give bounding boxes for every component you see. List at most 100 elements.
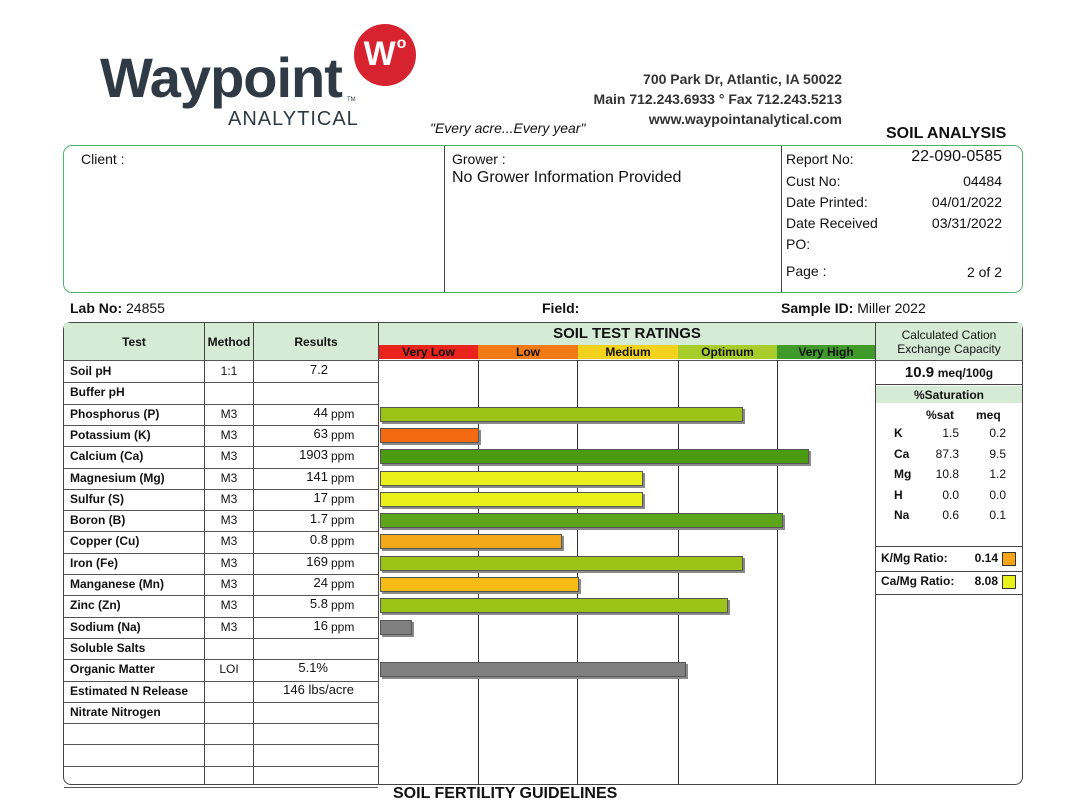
- test-name: Boron (B): [70, 513, 126, 528]
- sample-id-label: Sample ID:: [781, 300, 854, 316]
- test-name: Organic Matter: [70, 662, 155, 677]
- cation-meq: 0.0: [989, 487, 1006, 502]
- test-result: 141: [254, 466, 328, 487]
- result-value: 0.8: [309, 532, 328, 548]
- result-value: 169: [306, 553, 328, 569]
- row-divider: [64, 425, 378, 426]
- date-printed-value: 04/01/2022: [931, 194, 1002, 210]
- result-value: 1.7: [309, 511, 328, 527]
- cation-meq: 1.2: [989, 467, 1006, 481]
- logo-badge-letter: W: [363, 35, 396, 73]
- test-name: Buffer pH: [70, 385, 125, 400]
- date-printed-label: Date Printed:: [786, 194, 868, 210]
- test-result: 24: [254, 572, 328, 593]
- report-title: SOIL ANALYSIS: [886, 125, 1007, 142]
- test-name: Nitrate Nitrogen: [70, 704, 161, 719]
- row-divider: [64, 489, 378, 490]
- cation-ion: Mg: [894, 467, 912, 481]
- test-name: Estimated N Release: [70, 683, 189, 698]
- rating-bar: [380, 470, 643, 486]
- ratio-color-swatch: [1002, 575, 1016, 589]
- result-unit: ppm: [331, 470, 355, 485]
- cust-no-label: Cust No:: [786, 173, 841, 189]
- sat-col-header: %sat: [926, 408, 955, 422]
- cec-value: 10.9: [904, 364, 935, 381]
- grid-line: [478, 360, 479, 785]
- website-line[interactable]: www.waypointanalytical.com: [648, 111, 842, 127]
- test-method: [205, 382, 253, 403]
- row-divider: [64, 468, 378, 469]
- test-result: [254, 380, 328, 401]
- result-value: 141: [306, 468, 328, 484]
- cation-ion: K: [894, 426, 903, 440]
- row-divider: [64, 595, 378, 596]
- cec-title-line2: Exchange Capacity: [897, 341, 1001, 356]
- cation-ion: Na: [894, 508, 910, 522]
- test-method: [205, 744, 253, 765]
- ratio-value: 0.14: [974, 551, 998, 565]
- result-unit: ppm: [331, 534, 355, 549]
- company-address: 700 Park Dr, Atlantic, IA 50022 Main 712…: [594, 69, 842, 129]
- sample-id-value: Miller 2022: [857, 300, 926, 316]
- result-value: 16: [313, 617, 328, 633]
- rating-bar: [380, 662, 686, 678]
- rating-level-optimum: Optimum: [678, 345, 777, 359]
- po-label: PO:: [786, 236, 811, 252]
- grid-line: [204, 323, 205, 785]
- lab-no: Lab No: 24855: [70, 300, 165, 316]
- row-divider: [64, 404, 378, 405]
- lab-no-label: Lab No:: [70, 300, 123, 316]
- report-no-label: Report No:: [786, 151, 854, 167]
- rating-bar: [380, 491, 643, 507]
- result-value: 44: [313, 404, 328, 420]
- field-label: Field:: [542, 300, 580, 316]
- test-result: [254, 742, 328, 763]
- test-result: 7.2: [254, 359, 328, 380]
- company-tagline: "Every acre...Every year": [430, 120, 586, 136]
- test-method: [205, 766, 253, 787]
- meq-col-header: meq: [976, 408, 1001, 422]
- ratings-header-bg: [379, 323, 875, 345]
- test-name: Soluble Salts: [70, 640, 146, 655]
- sample-id: Sample ID: Miller 2022: [781, 300, 926, 316]
- cation-meq: 0.1: [989, 508, 1006, 522]
- test-method: M3: [220, 449, 238, 464]
- cation-meq: 9.5: [989, 446, 1006, 461]
- result-value: 1903: [299, 447, 328, 463]
- logo-subtitle: ANALYTICAL: [228, 108, 359, 130]
- result-value: 63: [313, 425, 328, 441]
- rating-bar: [380, 427, 479, 443]
- rating-level-very-high: Very High: [777, 345, 875, 359]
- lab-no-value: 24855: [126, 300, 165, 316]
- test-method: M3: [220, 406, 238, 421]
- row-divider: [64, 531, 378, 532]
- test-result: 0.8: [254, 529, 328, 550]
- saturation-title: %Saturation: [876, 386, 1022, 403]
- grower-label: Grower :: [452, 151, 506, 167]
- cec-value-row: 10.9 meq/100g: [876, 361, 1022, 385]
- test-method: M3: [220, 534, 238, 549]
- test-result: 5.8: [254, 593, 328, 614]
- grid-line: [378, 323, 379, 785]
- test-result: 146 lbs/acre: [254, 679, 354, 700]
- grid-line: [678, 360, 679, 785]
- test-method: LOI: [219, 662, 239, 677]
- date-received-value: 03/31/2022: [931, 215, 1002, 231]
- test-result: 16: [254, 615, 328, 636]
- result-value: 24: [313, 575, 328, 590]
- test-result: 1.7: [254, 508, 328, 529]
- result-unit: ppm: [331, 449, 355, 464]
- col-header-method: Method: [205, 323, 253, 360]
- rating-bar: [380, 577, 579, 592]
- column-divider: [781, 146, 782, 292]
- row-divider: [64, 638, 378, 639]
- test-result: 1903: [254, 444, 328, 465]
- test-name: Sulfur (S): [70, 491, 124, 506]
- address-line: 700 Park Dr, Atlantic, IA 50022: [643, 71, 842, 87]
- result-value: 17: [313, 489, 328, 505]
- test-method: M3: [220, 513, 238, 528]
- ratio-label: K/Mg Ratio:: [881, 551, 948, 565]
- test-result: 169: [254, 551, 328, 572]
- col-header-results: Results: [254, 323, 378, 360]
- test-result: 44: [254, 402, 328, 423]
